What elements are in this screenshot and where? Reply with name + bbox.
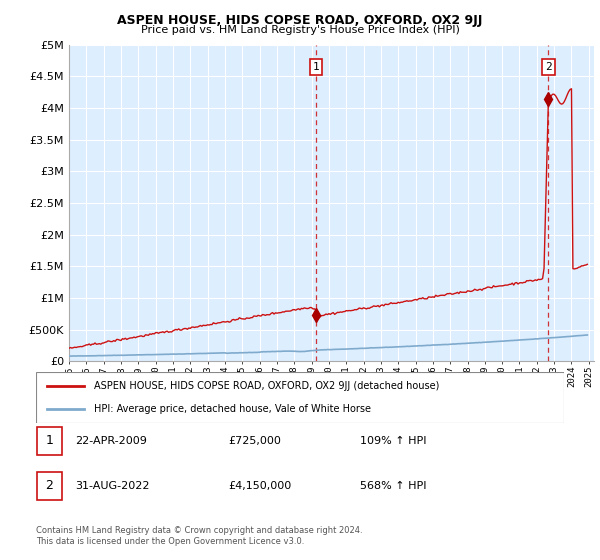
Text: HPI: Average price, detached house, Vale of White Horse: HPI: Average price, detached house, Vale… [94,404,371,414]
Text: 568% ↑ HPI: 568% ↑ HPI [360,481,427,491]
Text: £725,000: £725,000 [228,436,281,446]
Text: Price paid vs. HM Land Registry's House Price Index (HPI): Price paid vs. HM Land Registry's House … [140,25,460,35]
Text: 1: 1 [313,62,319,72]
Text: 2: 2 [545,62,552,72]
Text: 2: 2 [46,479,53,492]
Text: 31-AUG-2022: 31-AUG-2022 [75,481,149,491]
Text: 109% ↑ HPI: 109% ↑ HPI [360,436,427,446]
Text: 1: 1 [46,435,53,447]
Text: ASPEN HOUSE, HIDS COPSE ROAD, OXFORD, OX2 9JJ (detached house): ASPEN HOUSE, HIDS COPSE ROAD, OXFORD, OX… [94,381,439,391]
Text: 22-APR-2009: 22-APR-2009 [75,436,147,446]
Text: £4,150,000: £4,150,000 [228,481,291,491]
Text: Contains HM Land Registry data © Crown copyright and database right 2024.
This d: Contains HM Land Registry data © Crown c… [36,526,362,546]
Text: ASPEN HOUSE, HIDS COPSE ROAD, OXFORD, OX2 9JJ: ASPEN HOUSE, HIDS COPSE ROAD, OXFORD, OX… [118,14,482,27]
